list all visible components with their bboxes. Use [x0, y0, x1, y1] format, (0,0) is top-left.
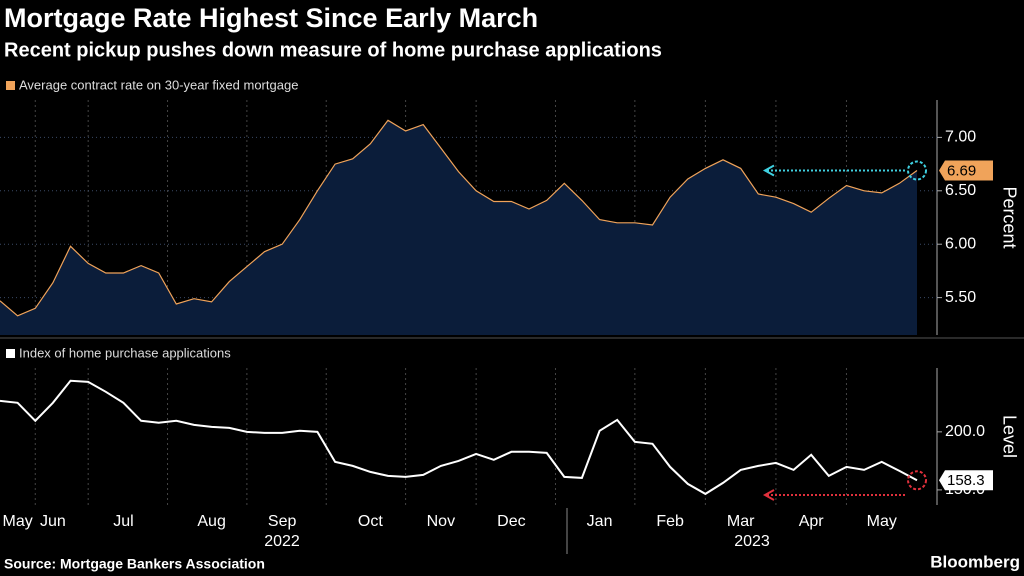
- x-group-label: 2023: [734, 533, 770, 550]
- x-tick-label: Apr: [799, 513, 825, 530]
- y-axis-label: Percent: [999, 186, 1019, 248]
- brand: Bloomberg: [930, 552, 1020, 571]
- x-tick-label: Oct: [358, 513, 383, 530]
- arrow-head: [762, 164, 775, 177]
- x-tick-label: Mar: [727, 513, 755, 530]
- x-tick-label: May: [867, 513, 897, 530]
- line: [0, 379, 918, 496]
- y-tick-label: 6.00: [945, 235, 976, 252]
- legend-swatch: [6, 349, 15, 358]
- x-tick-label: Jul: [113, 513, 133, 530]
- source: Source: Mortgage Bankers Association: [4, 556, 265, 572]
- value-label-box: [939, 160, 993, 181]
- value-label-box: [939, 470, 993, 491]
- x-tick-label: Jan: [587, 513, 613, 530]
- y-tick-label: 5.50: [945, 289, 976, 306]
- x-tick-label: May: [3, 513, 33, 530]
- highlight-ring: [907, 160, 927, 181]
- x-tick-label: Feb: [656, 513, 684, 530]
- x-tick-label: Sep: [268, 513, 297, 530]
- y-tick-label: 7.00: [945, 129, 976, 146]
- area: [0, 120, 917, 335]
- legend-label: Average contract rate on 30-year fixed m…: [19, 77, 298, 92]
- legend-swatch: [6, 81, 15, 90]
- x-tick-label: Jun: [40, 513, 66, 530]
- value-label: 158.3: [947, 472, 985, 489]
- line: [0, 119, 918, 317]
- x-group-label: 2022: [264, 533, 300, 550]
- legend-label: Index of home purchase applications: [19, 345, 231, 360]
- y-axis-label: Level: [999, 415, 1019, 458]
- y-tick-label: 6.50: [945, 182, 976, 199]
- y-tick-label: 200.0: [945, 423, 985, 440]
- highlight-ring: [907, 470, 927, 491]
- x-tick-label: Aug: [197, 513, 225, 530]
- x-tick-label: Dec: [497, 513, 525, 530]
- chart-title: Mortgage Rate Highest Since Early March: [4, 3, 538, 33]
- x-tick-label: Nov: [427, 513, 455, 530]
- value-label: 6.69: [947, 162, 976, 179]
- arrow-head: [762, 489, 775, 501]
- chart-subtitle: Recent pickup pushes down measure of hom…: [4, 39, 662, 61]
